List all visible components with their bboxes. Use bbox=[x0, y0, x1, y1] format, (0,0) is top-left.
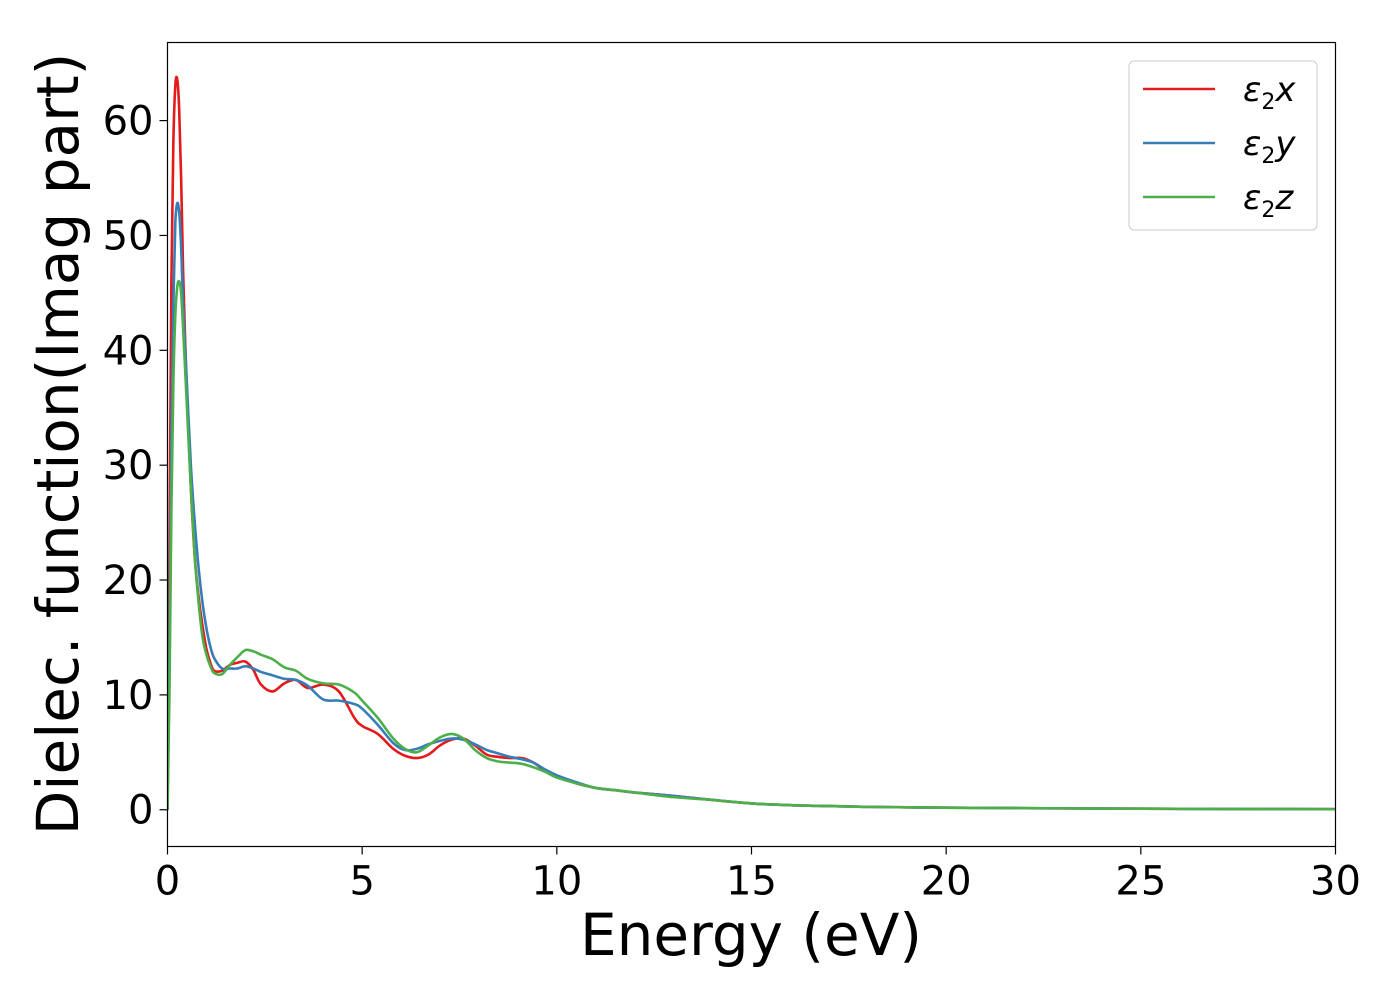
x-tick-label: 0 bbox=[155, 859, 180, 905]
x-tick-label: 30 bbox=[1310, 859, 1361, 905]
legend-label-x: ε2x bbox=[1243, 70, 1296, 115]
series-line-z bbox=[167, 279, 1336, 811]
legend-label-base: ε bbox=[1243, 124, 1261, 164]
legend-label-base: ε bbox=[1243, 70, 1261, 110]
series-layer bbox=[167, 75, 1336, 811]
x-tick-label: 10 bbox=[531, 859, 582, 905]
x-tick-label: 5 bbox=[349, 859, 374, 905]
y-axis-title: Dielec. function(Imag part) bbox=[24, 53, 92, 836]
x-axis-ticks: 0 5 10 15 20 25 30 bbox=[155, 846, 1361, 905]
y-tick-label: 0 bbox=[128, 788, 153, 834]
y-tick-label: 10 bbox=[103, 673, 154, 719]
y-axis-ticks: 0 10 20 30 40 50 60 bbox=[103, 99, 168, 834]
legend-label-suffix: z bbox=[1274, 178, 1294, 218]
series-line-y bbox=[167, 201, 1336, 811]
y-tick-label: 60 bbox=[103, 99, 154, 145]
legend-box bbox=[1128, 60, 1318, 231]
legend-label-suffix: x bbox=[1274, 70, 1296, 110]
legend-label-subscript: 2 bbox=[1261, 198, 1275, 223]
y-tick-label: 20 bbox=[103, 558, 154, 604]
x-tick-label: 15 bbox=[726, 859, 777, 905]
x-tick-label: 25 bbox=[1115, 859, 1166, 905]
legend-label-suffix: y bbox=[1274, 124, 1296, 164]
legend-label-subscript: 2 bbox=[1261, 90, 1275, 115]
x-tick-label: 20 bbox=[921, 859, 972, 905]
legend-label-subscript: 2 bbox=[1261, 144, 1275, 169]
y-tick-label: 40 bbox=[103, 328, 154, 374]
legend-label-base: ε bbox=[1243, 178, 1261, 218]
legend-label-y: ε2y bbox=[1243, 124, 1296, 169]
y-tick-label: 30 bbox=[103, 443, 154, 489]
legend-label-z: ε2z bbox=[1243, 178, 1294, 223]
y-tick-label: 50 bbox=[103, 213, 154, 259]
x-axis-title: Energy (eV) bbox=[580, 901, 922, 969]
